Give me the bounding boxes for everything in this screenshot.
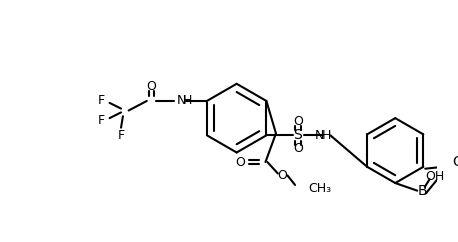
Text: F: F (98, 94, 104, 107)
Text: H: H (183, 94, 192, 107)
Text: O: O (293, 115, 303, 129)
Text: O: O (293, 142, 303, 155)
Text: N: N (176, 94, 186, 107)
Text: N: N (315, 129, 325, 142)
Text: H: H (322, 129, 331, 142)
Text: OH: OH (425, 170, 445, 183)
Text: CH₃: CH₃ (308, 182, 332, 195)
Text: F: F (117, 129, 125, 142)
Text: O: O (452, 155, 458, 169)
Text: F: F (98, 113, 104, 127)
Text: O: O (235, 156, 245, 168)
Text: O: O (147, 80, 157, 93)
Text: O: O (278, 169, 288, 182)
Text: B: B (417, 184, 427, 198)
Text: S: S (294, 128, 302, 142)
